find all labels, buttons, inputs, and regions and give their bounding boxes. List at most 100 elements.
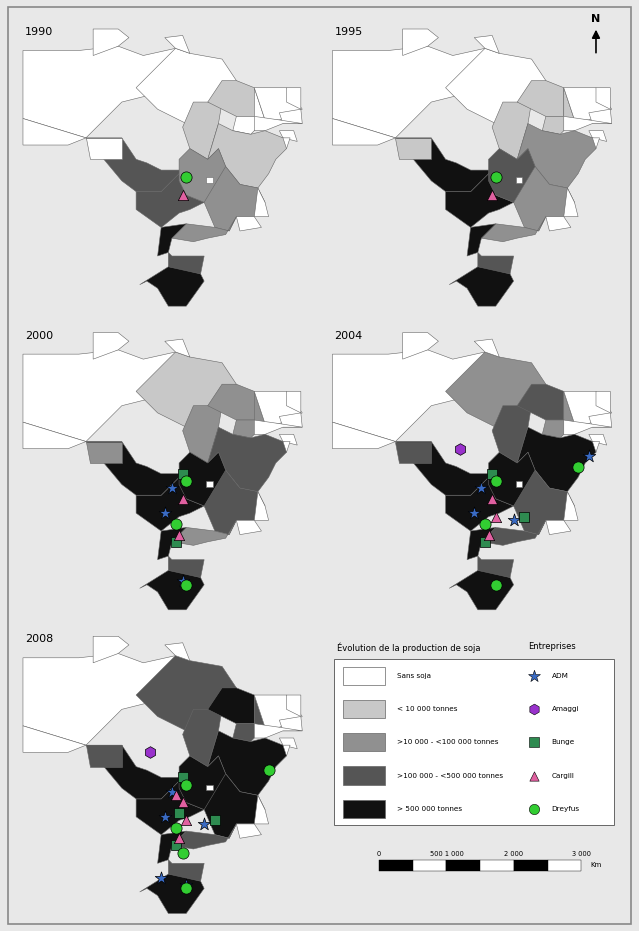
Text: 1990: 1990 [25, 27, 54, 37]
Polygon shape [564, 391, 612, 424]
Polygon shape [481, 217, 546, 242]
Point [178, 573, 188, 588]
Polygon shape [279, 412, 302, 427]
Polygon shape [492, 463, 574, 534]
Polygon shape [517, 124, 596, 188]
Polygon shape [445, 48, 546, 124]
Polygon shape [517, 385, 564, 420]
Polygon shape [254, 391, 302, 424]
Polygon shape [585, 138, 599, 149]
Polygon shape [279, 738, 297, 749]
Text: 3 000: 3 000 [572, 851, 591, 857]
Polygon shape [168, 859, 204, 882]
Polygon shape [158, 223, 186, 256]
Point [181, 877, 191, 892]
Polygon shape [332, 350, 489, 441]
Point [171, 820, 181, 835]
Point [178, 770, 188, 785]
Polygon shape [481, 520, 546, 546]
Point [491, 577, 501, 592]
Text: >100 000 - <500 000 tonnes: >100 000 - <500 000 tonnes [397, 773, 503, 778]
Point [263, 762, 273, 777]
Text: 2000: 2000 [25, 331, 53, 341]
Polygon shape [254, 188, 268, 217]
Polygon shape [208, 81, 254, 116]
Point [210, 813, 220, 828]
Bar [413, 859, 447, 871]
Polygon shape [396, 441, 492, 495]
Polygon shape [23, 118, 86, 145]
Polygon shape [136, 777, 204, 835]
Polygon shape [286, 695, 301, 717]
Point [171, 534, 181, 549]
Polygon shape [489, 452, 535, 506]
Polygon shape [23, 350, 179, 441]
Bar [343, 766, 385, 785]
Polygon shape [172, 520, 236, 546]
Point [181, 474, 191, 489]
Polygon shape [140, 267, 204, 306]
Point [167, 784, 177, 799]
Polygon shape [236, 217, 261, 231]
Polygon shape [179, 452, 226, 506]
Polygon shape [396, 138, 492, 192]
Point [487, 492, 497, 506]
Polygon shape [86, 138, 183, 192]
Point [573, 459, 583, 474]
Polygon shape [179, 149, 226, 202]
Polygon shape [236, 824, 261, 838]
Text: Évolution de la production de soja: Évolution de la production de soja [337, 642, 481, 653]
Polygon shape [254, 88, 302, 120]
Text: Amaggi: Amaggi [551, 706, 579, 712]
Polygon shape [492, 102, 532, 159]
Polygon shape [254, 723, 302, 738]
Polygon shape [279, 130, 297, 142]
Polygon shape [93, 29, 129, 56]
Polygon shape [93, 332, 129, 359]
Polygon shape [136, 170, 204, 227]
Polygon shape [489, 149, 535, 202]
Text: N: N [591, 14, 601, 24]
Polygon shape [86, 441, 183, 495]
Polygon shape [86, 138, 122, 159]
Polygon shape [596, 88, 610, 109]
Polygon shape [403, 332, 438, 359]
Point [528, 702, 539, 717]
Polygon shape [183, 406, 222, 463]
Bar [548, 859, 581, 871]
Point [145, 745, 155, 760]
Polygon shape [332, 118, 396, 145]
Polygon shape [564, 492, 578, 520]
Polygon shape [449, 571, 514, 610]
Polygon shape [492, 159, 574, 231]
Bar [447, 859, 480, 871]
Polygon shape [254, 420, 302, 435]
Point [528, 735, 539, 749]
Point [528, 768, 539, 783]
Bar [343, 733, 385, 751]
Polygon shape [23, 726, 86, 752]
Polygon shape [23, 47, 179, 138]
Polygon shape [585, 441, 599, 452]
Polygon shape [516, 177, 522, 183]
Polygon shape [86, 745, 183, 799]
Point [181, 169, 191, 184]
Bar [343, 667, 385, 685]
Point [174, 805, 184, 820]
Polygon shape [286, 391, 301, 412]
Polygon shape [396, 441, 431, 463]
Point [480, 534, 490, 549]
Polygon shape [445, 352, 546, 427]
Text: ADM: ADM [551, 673, 569, 679]
Bar [379, 859, 413, 871]
Point [491, 474, 501, 489]
Text: Cargill: Cargill [551, 773, 574, 778]
Point [528, 802, 539, 816]
Polygon shape [136, 655, 236, 731]
Polygon shape [254, 116, 302, 130]
Point [171, 838, 181, 853]
Point [174, 527, 184, 542]
Point [469, 506, 479, 520]
Point [171, 517, 181, 532]
Polygon shape [543, 391, 574, 438]
